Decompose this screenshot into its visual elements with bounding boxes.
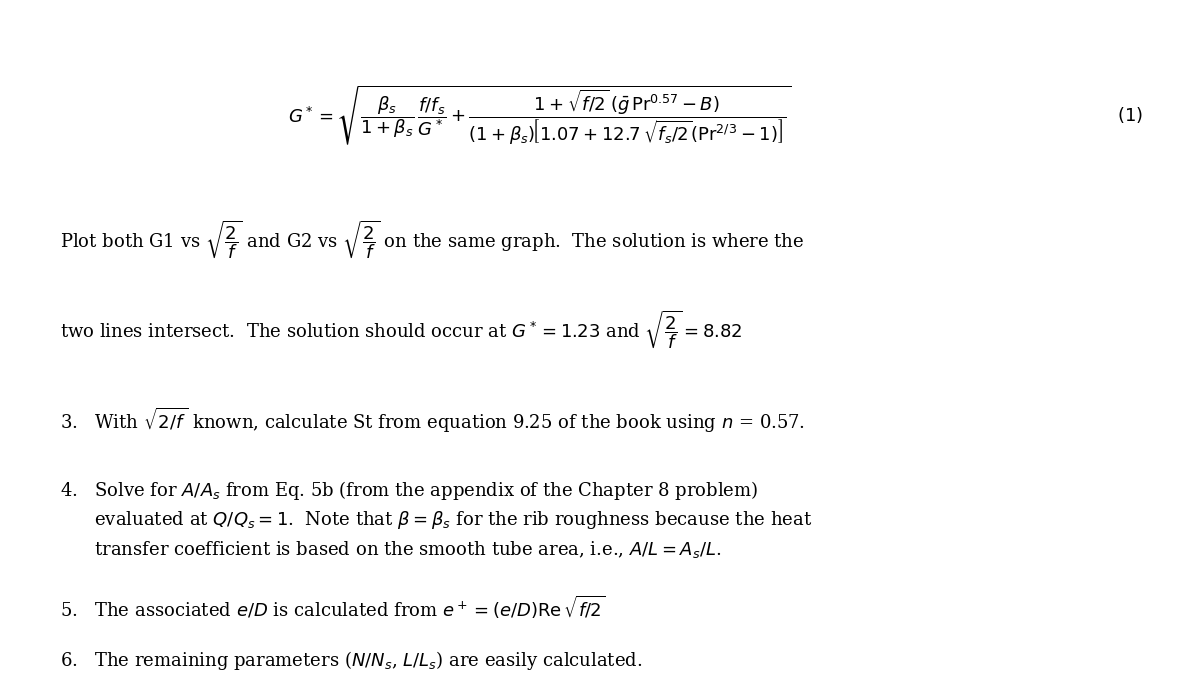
Text: 6.   The remaining parameters ($N/N_s$, $L/L_s$) are easily calculated.: 6. The remaining parameters ($N/N_s$, $L… xyxy=(60,649,642,672)
Text: 3.   With $\sqrt{2/f\,}$ known, calculate St from equation 9.25 of the book usin: 3. With $\sqrt{2/f\,}$ known, calculate … xyxy=(60,405,805,435)
Text: $G^* = \sqrt{\dfrac{\beta_s}{1+\beta_s}\,\dfrac{f/f_s}{G^*} + \dfrac{1+\sqrt{f/2: $G^* = \sqrt{\dfrac{\beta_s}{1+\beta_s}\… xyxy=(288,83,792,147)
Text: two lines intersect.  The solution should occur at $G^* = 1.23$ and $\sqrt{\dfra: two lines intersect. The solution should… xyxy=(60,309,743,351)
Text: 4.   Solve for $A/A_s$ from Eq. 5b (from the appendix of the Chapter 8 problem): 4. Solve for $A/A_s$ from Eq. 5b (from t… xyxy=(60,478,758,502)
Text: transfer coefficient is based on the smooth tube area, i.e., $A/L = A_s/L$.: transfer coefficient is based on the smo… xyxy=(60,539,721,561)
Text: Plot both G1 vs $\sqrt{\dfrac{2}{f}}$ and G2 vs $\sqrt{\dfrac{2}{f}}$ on the sam: Plot both G1 vs $\sqrt{\dfrac{2}{f}}$ an… xyxy=(60,219,804,261)
Text: 5.   The associated $e/D$ is calculated from $e^+ = (e/D)\mathrm{Re}\,\sqrt{f/2}: 5. The associated $e/D$ is calculated fr… xyxy=(60,593,606,620)
Text: $(1)$: $(1)$ xyxy=(1117,105,1142,125)
Text: evaluated at $Q/Q_s = 1$.  Note that $\beta = \beta_s$ for the rib roughness bec: evaluated at $Q/Q_s = 1$. Note that $\be… xyxy=(60,509,812,531)
